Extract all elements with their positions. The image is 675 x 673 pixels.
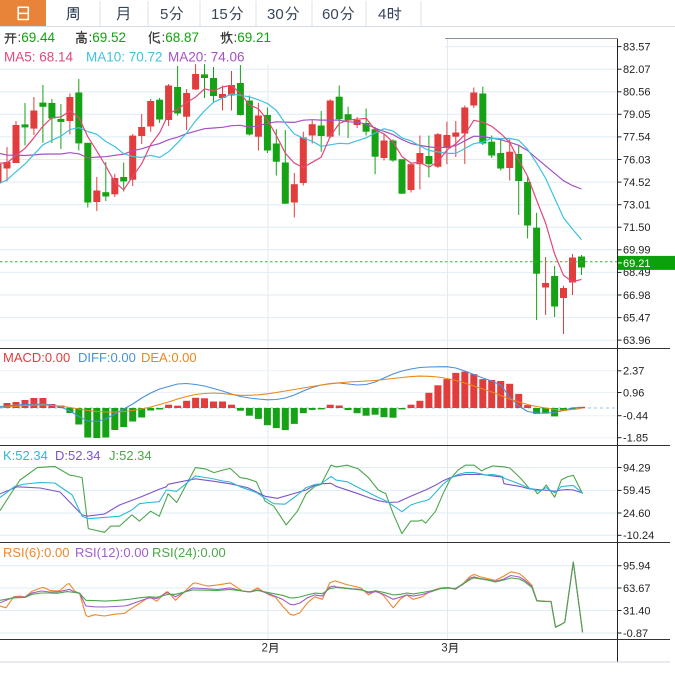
svg-text:DIFF:0.00: DIFF:0.00 xyxy=(78,350,136,365)
svg-text:2.37: 2.37 xyxy=(623,366,644,378)
svg-text:DEA:0.00: DEA:0.00 xyxy=(141,350,197,365)
svg-text:69.21: 69.21 xyxy=(623,258,651,270)
svg-text::69.44: :69.44 xyxy=(18,30,56,45)
svg-text:15: 15 xyxy=(211,6,228,23)
svg-text:83.57: 83.57 xyxy=(623,41,651,53)
svg-text:69.99: 69.99 xyxy=(623,245,651,257)
svg-text::69.21: :69.21 xyxy=(234,30,272,45)
svg-text:2: 2 xyxy=(262,643,268,655)
svg-text:RSI(12):0.00: RSI(12):0.00 xyxy=(75,545,149,560)
svg-text:MA5: 68.14: MA5: 68.14 xyxy=(4,50,74,65)
svg-text:74.52: 74.52 xyxy=(623,177,651,189)
svg-text:59.45: 59.45 xyxy=(623,485,651,497)
svg-text:MACD:0.00: MACD:0.00 xyxy=(3,350,70,365)
svg-text:-10.24: -10.24 xyxy=(623,530,654,542)
svg-text:3: 3 xyxy=(441,643,447,655)
svg-text:82.07: 82.07 xyxy=(623,64,651,76)
svg-text:68.49: 68.49 xyxy=(623,267,651,279)
svg-text:24.60: 24.60 xyxy=(623,508,651,520)
svg-text:RSI(6):0.00: RSI(6):0.00 xyxy=(3,545,69,560)
svg-text:76.03: 76.03 xyxy=(623,154,651,166)
svg-text:31.40: 31.40 xyxy=(623,605,651,617)
svg-text:5: 5 xyxy=(160,6,168,23)
svg-text:63.96: 63.96 xyxy=(623,335,651,347)
svg-text::68.87: :68.87 xyxy=(162,30,200,45)
svg-text:MA10: 70.72: MA10: 70.72 xyxy=(86,50,163,65)
svg-text:K:52.34: K:52.34 xyxy=(3,448,48,463)
svg-text:65.47: 65.47 xyxy=(623,312,651,324)
svg-text:-0.44: -0.44 xyxy=(623,411,648,423)
svg-text:66.98: 66.98 xyxy=(623,290,651,302)
svg-text:95.94: 95.94 xyxy=(623,561,651,573)
svg-text:63.67: 63.67 xyxy=(623,583,651,595)
svg-text:D:52.34: D:52.34 xyxy=(55,448,101,463)
svg-text::69.52: :69.52 xyxy=(89,30,127,45)
svg-text:RSI(24):0.00: RSI(24):0.00 xyxy=(152,545,226,560)
svg-text:71.50: 71.50 xyxy=(623,222,651,234)
svg-text:73.01: 73.01 xyxy=(623,200,651,212)
svg-text:79.05: 79.05 xyxy=(623,109,651,121)
svg-text:30: 30 xyxy=(267,6,284,23)
svg-text:J:52.34: J:52.34 xyxy=(109,448,152,463)
svg-text:4: 4 xyxy=(378,6,386,23)
svg-text:0.96: 0.96 xyxy=(623,387,644,399)
svg-text:94.29: 94.29 xyxy=(623,462,651,474)
svg-text:-1.85: -1.85 xyxy=(623,433,648,445)
svg-text:MA20: 74.06: MA20: 74.06 xyxy=(168,50,245,65)
svg-text:60: 60 xyxy=(322,6,339,23)
svg-text:80.56: 80.56 xyxy=(623,87,651,99)
svg-text:77.54: 77.54 xyxy=(623,132,651,144)
svg-text:-0.87: -0.87 xyxy=(623,628,648,640)
